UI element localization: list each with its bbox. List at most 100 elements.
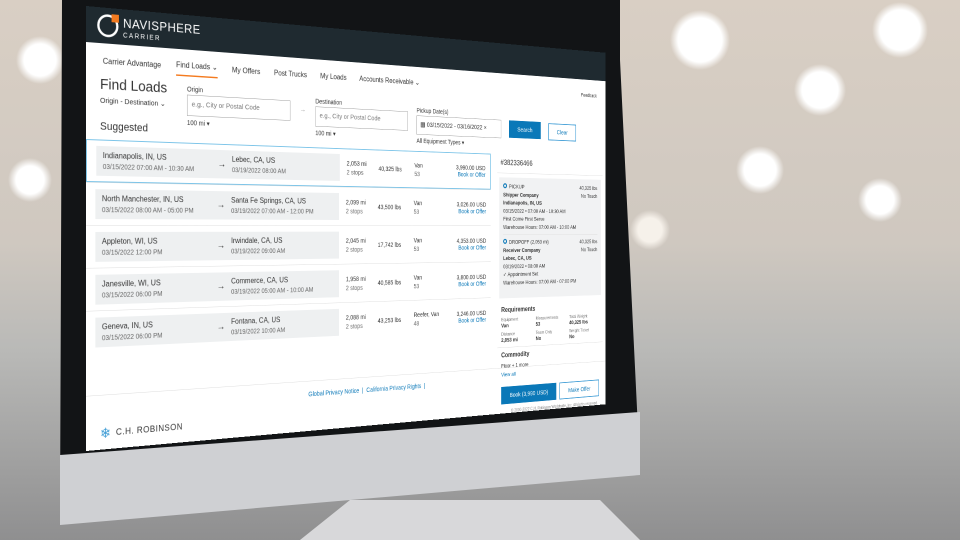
book-or-offer-link[interactable]: Book or Offer: [457, 170, 486, 179]
stop-time: 03/19/2022 • 08:00 AM: [503, 262, 546, 270]
pickup-time: 03/15/2022 12:00 PM: [101, 247, 163, 257]
suggested-heading: Suggested: [100, 119, 148, 134]
book-or-offer-link[interactable]: Book or Offer: [458, 243, 487, 251]
price: 4,353.00 USD: [456, 237, 487, 245]
stop-weight: 40,325 lbs: [579, 184, 598, 192]
load-row[interactable]: North Manchester, IN, US 03/15/2022 08:00…: [86, 182, 491, 226]
pickup-time: 03/15/2022 06:00 PM: [101, 330, 163, 342]
requirement-value: No: [569, 333, 575, 340]
delivery-time: 03/19/2022 07:00 AM - 12:00 PM: [231, 206, 314, 215]
stop-label: PICKUP: [508, 183, 525, 190]
requirements: Requirements Equipment Van Measurements 53 T…: [497, 299, 602, 348]
arrow-right-icon: →: [217, 158, 227, 170]
weight: 43,500 lbs: [377, 203, 402, 211]
stop-marker-icon: [503, 238, 508, 244]
book-or-offer-link[interactable]: Book or Offer: [458, 207, 487, 215]
stop-touch: No Touch: [581, 246, 598, 253]
destination-city: Santa Fe Springs, CA, US: [231, 196, 306, 206]
requirement-item: Weight Ticket No: [569, 327, 599, 340]
stop-company: Receiver Company: [503, 246, 541, 254]
navisphere-logo-icon: [97, 13, 119, 39]
origin-city: Appleton, WI, US: [101, 236, 158, 246]
destination-input[interactable]: e.g., City or Postal Code: [315, 106, 409, 131]
equipment: Van: [414, 161, 423, 169]
weight: 40,325 lbs: [378, 165, 402, 173]
origin-radius-select[interactable]: 100 mi ▾: [186, 118, 210, 128]
arrow-right-icon: →: [216, 240, 226, 251]
stops: PICKUP Shipper Company Indianapolis, IN, U…: [499, 177, 601, 299]
ch-robinson-logo: ❄ C.H. ROBINSON: [100, 419, 183, 442]
origin-city: Geneva, IN, US: [101, 320, 153, 332]
california-privacy-link[interactable]: California Privacy Rights: [366, 382, 422, 394]
search-mode-dropdown[interactable]: Origin - Destination ⌄: [100, 96, 166, 109]
requirement-item: Total Weight 40,325 lbs: [569, 313, 599, 326]
requirement-item: Team Only No: [536, 329, 567, 342]
requirement-label: Measurements: [535, 315, 559, 321]
pickup-time: 03/15/2022 08:00 AM - 05:00 PM: [101, 205, 194, 214]
pickup-time: 03/15/2022 07:00 AM - 10:30 AM: [102, 162, 195, 173]
clear-button[interactable]: Clear: [548, 123, 577, 142]
stops: 2 stops: [346, 168, 364, 177]
stop-note: ✓ Appointment Set: [503, 270, 539, 278]
destination-city: Lebec, CA, US: [231, 155, 276, 165]
global-privacy-link[interactable]: Global Privacy Notice: [308, 386, 360, 398]
nav-my-loads[interactable]: My Loads: [320, 72, 347, 82]
nav-find-loads[interactable]: Find Loads ⌄: [176, 59, 218, 79]
stops: 2 stops: [345, 207, 363, 215]
price: 3,026.00 USD: [456, 200, 487, 208]
origin-input[interactable]: e.g., City or Postal Code: [186, 94, 291, 121]
arrow-right-icon: →: [216, 199, 226, 211]
requirement-item: Measurements 53: [536, 315, 567, 327]
stop-hours: Warehouse Hours: 07:00 AM - 10:00 AM: [503, 223, 577, 230]
stop-time: 03/15/2022 • 07:00 AM - 10:30 AM: [503, 207, 566, 215]
weight: 40,585 lbs: [377, 278, 402, 287]
stops: 2 stops: [345, 283, 363, 292]
equipment: Reefer, Van: [413, 310, 440, 319]
feedback-link[interactable]: Feedback: [581, 92, 597, 99]
distance: 2,088 mi: [345, 312, 366, 321]
arrow-right-icon: →: [216, 280, 226, 292]
load-id: #382336466: [497, 152, 603, 176]
origin-city: Janesville, WI, US: [101, 278, 161, 289]
search-button[interactable]: Search: [508, 120, 541, 140]
company-name: C.H. ROBINSON: [115, 421, 183, 437]
distance: 2,099 mi: [345, 198, 366, 206]
stop-touch: No Touch: [581, 192, 598, 199]
length: 53: [413, 282, 420, 290]
stop-city: Lebec, CA, US: [503, 254, 532, 262]
equipment: Van: [413, 236, 423, 244]
nav-my-offers[interactable]: My Offers: [231, 66, 261, 77]
stop-city: Indianapolis, IN, US: [503, 199, 542, 207]
brand[interactable]: NAVISPHERE CARRIER: [123, 15, 201, 44]
length: 48: [413, 319, 420, 327]
delivery-time: 03/19/2022 09:00 AM: [231, 246, 286, 255]
book-or-offer-link[interactable]: Book or Offer: [458, 279, 487, 288]
monitor-chin: [60, 412, 640, 525]
destination-city: Fontana, CA, US: [231, 315, 281, 326]
origin-city: North Manchester, IN, US: [101, 194, 184, 204]
stop-hours: Warehouse Hours: 07:00 AM - 07:00 PM: [503, 277, 577, 286]
requirement-value: 40,325 lbs: [569, 318, 588, 326]
equipment: Van: [413, 273, 423, 281]
load-list: Indianapolis, IN, US 03/15/2022 07:00 AM …: [86, 139, 491, 354]
stop-marker-icon: [503, 183, 508, 189]
requirement-value: No: [535, 334, 542, 342]
page-title: Find Loads: [100, 75, 168, 96]
arrow-right-icon: →: [299, 105, 307, 114]
delivery-time: 03/19/2022 05:00 AM - 10:00 AM: [231, 285, 314, 296]
destination-radius-select[interactable]: 100 mi ▾: [315, 129, 336, 138]
destination-city: Irwindale, CA, US: [231, 236, 283, 245]
delivery-time: 03/19/2022 08:00 AM: [231, 165, 286, 175]
nav-post-trucks[interactable]: Post Trucks: [273, 69, 308, 80]
destination-city: Commerce, CA, US: [231, 276, 289, 286]
distance: 2,045 mi: [345, 236, 366, 244]
stop-weight: 40,325 lbs: [579, 238, 598, 245]
monitor-stand: [300, 500, 640, 540]
dropoff-stop: DROPOFF (2,053 mi) Receiver Company Lebec,…: [503, 238, 597, 290]
snowflake-icon: ❄: [100, 424, 112, 442]
requirement-value: 53: [535, 320, 541, 328]
equipment-type-select[interactable]: All Equipment Types ▾: [416, 137, 465, 146]
pickup-date-input[interactable]: ▦ 03/15/2022 - 03/16/2022 ×: [416, 115, 502, 139]
book-or-offer-link[interactable]: Book or Offer: [458, 315, 487, 324]
distance: 2,053 mi: [346, 159, 367, 168]
